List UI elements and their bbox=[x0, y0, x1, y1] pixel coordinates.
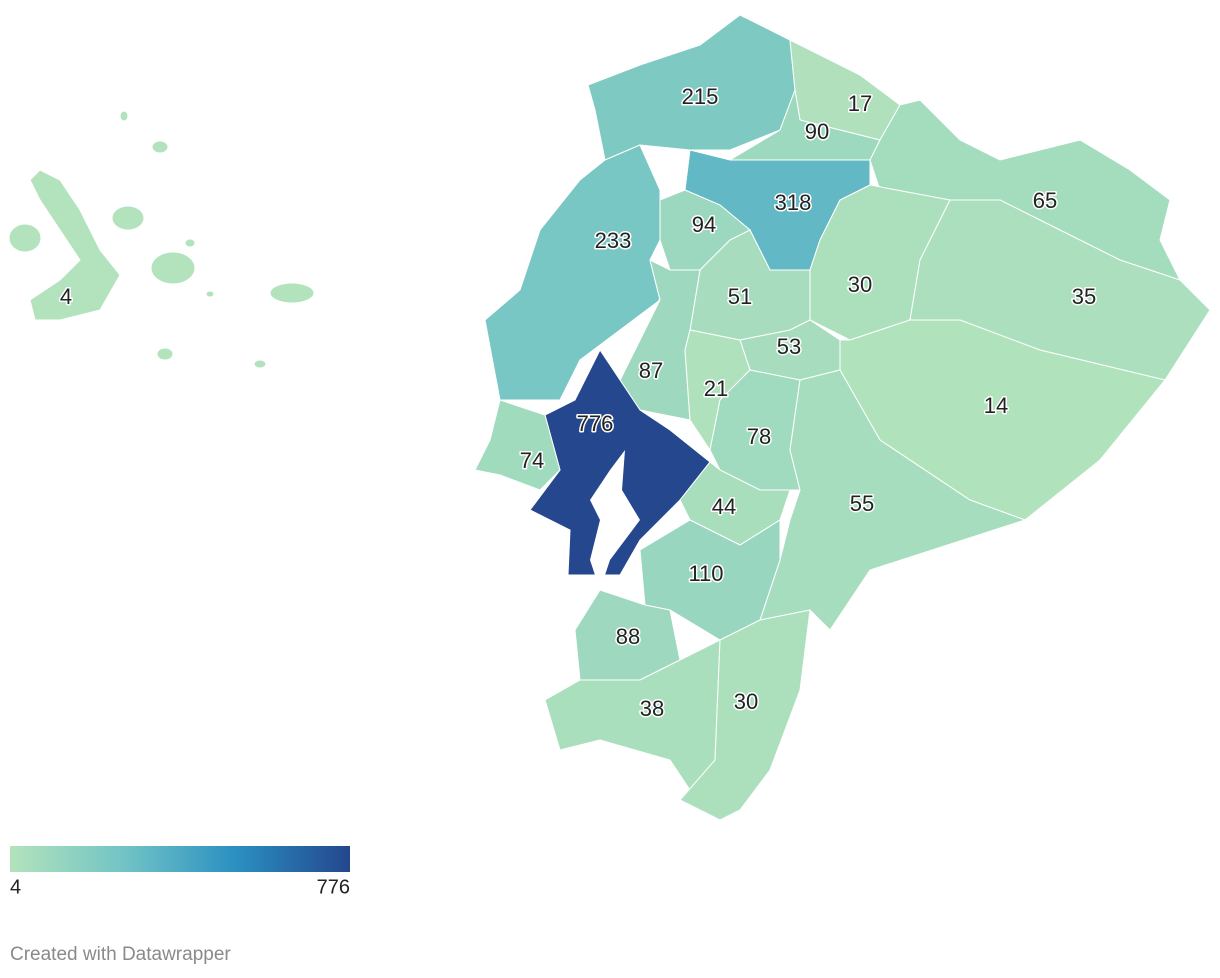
legend-min: 4 bbox=[10, 876, 21, 898]
credit: Created with Datawrapper bbox=[10, 944, 231, 965]
region bbox=[156, 347, 174, 361]
region bbox=[29, 169, 121, 321]
region bbox=[184, 238, 196, 248]
region-label: 51 bbox=[728, 284, 752, 309]
region bbox=[111, 205, 145, 231]
region-label: 14 bbox=[984, 393, 1008, 418]
region bbox=[759, 369, 1027, 631]
region bbox=[484, 144, 661, 401]
region-label: 88 bbox=[616, 624, 640, 649]
region-label: 55 bbox=[850, 491, 874, 516]
region-label: 233 bbox=[595, 228, 632, 253]
region bbox=[679, 609, 811, 821]
region-label: 30 bbox=[848, 272, 872, 297]
region-label: 90 bbox=[805, 119, 829, 144]
regions bbox=[8, 14, 1211, 821]
region bbox=[474, 399, 561, 491]
region bbox=[269, 282, 315, 304]
region-label: 35 bbox=[1072, 284, 1096, 309]
region-label: 44 bbox=[712, 494, 736, 519]
region bbox=[150, 251, 196, 285]
region bbox=[8, 223, 42, 253]
region-label: 94 bbox=[692, 212, 716, 237]
region-label: 21 bbox=[704, 376, 728, 401]
region-label: 4 bbox=[60, 284, 72, 309]
region-label: 110 bbox=[688, 561, 723, 586]
region-label: 30 bbox=[734, 689, 758, 714]
legend-gradient bbox=[10, 846, 350, 872]
region-label: 53 bbox=[777, 334, 801, 359]
region-label: 17 bbox=[848, 91, 872, 116]
region-label: 776 bbox=[577, 411, 614, 436]
region bbox=[909, 199, 1211, 381]
region bbox=[253, 359, 267, 369]
region-label: 65 bbox=[1033, 188, 1057, 213]
region bbox=[151, 140, 169, 154]
region bbox=[119, 110, 129, 122]
estuary bbox=[590, 450, 640, 590]
region-label: 318 bbox=[775, 190, 812, 215]
region bbox=[205, 290, 215, 298]
region-label: 215 bbox=[682, 84, 719, 109]
region bbox=[529, 297, 711, 576]
region-label: 78 bbox=[747, 424, 771, 449]
legend-max: 776 bbox=[317, 876, 350, 898]
region-label: 38 bbox=[640, 696, 664, 721]
region-label: 74 bbox=[520, 448, 544, 473]
region-label: 87 bbox=[639, 358, 663, 383]
